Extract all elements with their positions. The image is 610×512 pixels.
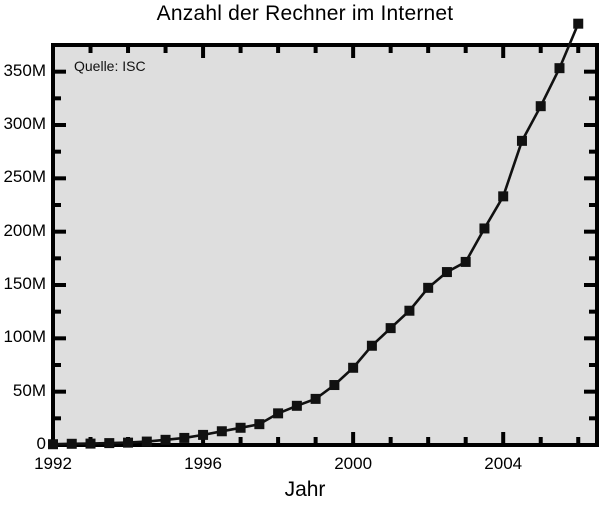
data-point-marker [123, 437, 134, 448]
data-point-marker [48, 439, 58, 450]
data-point-marker [235, 422, 246, 433]
data-point-marker [179, 432, 190, 443]
data-point-marker [104, 438, 115, 449]
data-point-marker [141, 436, 152, 447]
data-point-marker [366, 340, 377, 351]
y-tick-label: 350M [3, 60, 46, 80]
data-point-marker [329, 380, 340, 391]
data-point-marker [216, 426, 227, 437]
y-tick-label: 100M [3, 327, 46, 347]
data-point-marker [254, 419, 265, 430]
x-tick-label: 2004 [484, 454, 523, 473]
y-tick-label: 250M [3, 167, 46, 187]
data-point-marker [348, 362, 359, 373]
data-point-marker [460, 256, 471, 267]
data-point-marker [479, 223, 490, 234]
data-point-marker [516, 135, 527, 146]
y-axis-ticks [53, 69, 597, 447]
source-annotation: Quelle: ISC [74, 58, 146, 74]
data-point-marker [404, 305, 415, 316]
data-point-marker [385, 323, 396, 334]
data-markers [48, 18, 584, 450]
x-axis-label: Jahr [284, 478, 326, 501]
data-point-marker [441, 267, 452, 278]
data-point-marker [554, 63, 565, 74]
chart-title: Anzahl der Rechner im Internet [156, 2, 454, 25]
data-point-marker [85, 438, 96, 449]
data-point-marker [498, 191, 509, 202]
data-point-marker [66, 438, 77, 449]
plot-background [53, 45, 597, 445]
data-point-marker [291, 400, 302, 411]
x-tick-label: 1996 [184, 454, 222, 473]
data-point-marker [273, 408, 284, 419]
data-point-marker [535, 101, 546, 112]
y-tick-label: 0 [36, 434, 46, 453]
x-tick-label: 1992 [34, 454, 72, 473]
data-point-marker [573, 18, 584, 29]
x-tick-label: 2000 [334, 454, 373, 473]
data-point-marker [310, 393, 321, 404]
y-tick-label: 50M [12, 380, 46, 400]
data-point-marker [160, 434, 171, 445]
data-point-marker [423, 282, 434, 293]
data-point-marker [198, 429, 209, 440]
y-tick-label: 300M [3, 114, 46, 133]
plot-frame [51, 43, 599, 447]
y-tick-label: 200M [3, 220, 46, 240]
y-tick-label: 150M [3, 274, 46, 293]
